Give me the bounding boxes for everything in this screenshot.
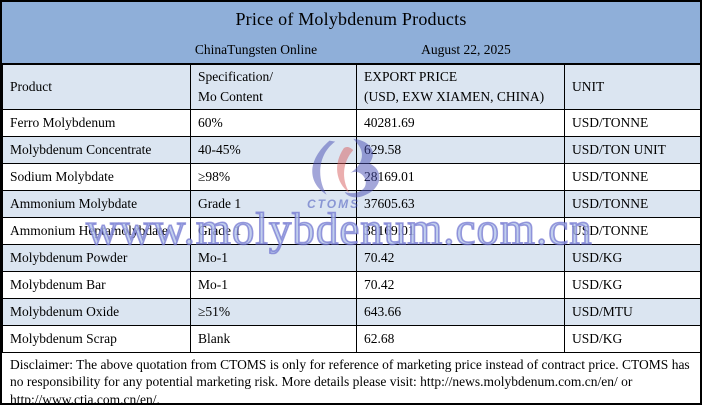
unit-cell: USD/KG [564,325,700,353]
price-cell: 38169.01 [356,217,565,245]
product-cell: Ammonium Heptamolybdate [2,217,191,245]
col-header-product: Product [2,64,191,110]
product-cell: Molybdenum Scrap [2,325,191,353]
table-row: Molybdenum Bar Mo-1 70.42 USD/KG [2,271,700,299]
table-row: Molybdenum Concentrate 40-45% 629.58 USD… [2,136,700,164]
price-cell: 40281.69 [356,109,565,137]
spec-cell: 60% [190,109,357,137]
price-cell: 70.42 [356,244,565,272]
price-cell: 28169.01 [356,163,565,191]
page-title: Price of Molybdenum Products [235,9,467,29]
col-header-export-price-line1: EXPORT PRICE [364,69,458,84]
unit-cell: USD/TONNE [564,217,700,245]
col-header-specification-line2: Mo Content [198,89,263,104]
col-header-specification: Specification/ Mo Content [190,64,357,110]
unit-cell: USD/MTU [564,298,700,326]
product-cell: Molybdenum Oxide [2,298,191,326]
date-label: August 22, 2025 [421,42,511,57]
price-cell: 37605.63 [356,190,565,218]
spec-cell: Blank [190,325,357,353]
table-row: Ferro Molybdenum 60% 40281.69 USD/TONNE [2,109,700,137]
spec-cell: Mo-1 [190,244,357,272]
product-cell: Molybdenum Powder [2,244,191,272]
product-cell: Ferro Molybdenum [2,109,191,137]
spec-cell: Grade 1 [190,217,357,245]
spec-cell: Mo-1 [190,271,357,299]
col-header-export-price-line2: (USD, EXW XIAMEN, CHINA) [364,89,545,104]
price-cell: 70.42 [356,271,565,299]
unit-cell: USD/KG [564,244,700,272]
table-row: Molybdenum Scrap Blank 62.68 USD/KG [2,325,700,353]
price-cell: 62.68 [356,325,565,353]
price-cell: 629.58 [356,136,565,164]
table-row: Ammonium Heptamolybdate Grade 1 38169.01… [2,217,700,245]
spec-cell: ≥98% [190,163,357,191]
col-header-specification-line1: Specification/ [198,69,273,84]
table-row: Molybdenum Oxide ≥51% 643.66 USD/MTU [2,298,700,326]
unit-cell: USD/TONNE [564,109,700,137]
header-row: Product Specification/ Mo Content EXPORT… [2,64,700,110]
unit-cell: USD/TONNE [564,163,700,191]
disclaimer-text: Disclaimer: The above quotation from CTO… [10,357,690,405]
source-label: ChinaTungsten Online [194,42,318,57]
product-cell: Ammonium Molybdate [2,190,191,218]
unit-cell: USD/TONNE [564,190,700,218]
table-row: Ammonium Molybdate Grade 1 37605.63 USD/… [2,190,700,218]
price-cell: 643.66 [356,298,565,326]
col-header-export-price: EXPORT PRICE (USD, EXW XIAMEN, CHINA) [356,64,565,110]
spec-cell: ≥51% [190,298,357,326]
product-cell: Molybdenum Bar [2,271,191,299]
banner: Price of Molybdenum Products ChinaTungst… [2,2,700,64]
spec-cell: 40-45% [190,136,357,164]
product-cell: Molybdenum Concentrate [2,136,191,164]
spec-cell: Grade 1 [190,190,357,218]
product-cell: Sodium Molybdate [2,163,191,191]
table-row: Sodium Molybdate ≥98% 28169.01 USD/TONNE [2,163,700,191]
table-row: Molybdenum Powder Mo-1 70.42 USD/KG [2,244,700,272]
price-table: Product Specification/ Mo Content EXPORT… [2,64,700,353]
unit-cell: USD/TON UNIT [564,136,700,164]
unit-cell: USD/KG [564,271,700,299]
col-header-unit: UNIT [564,64,700,110]
